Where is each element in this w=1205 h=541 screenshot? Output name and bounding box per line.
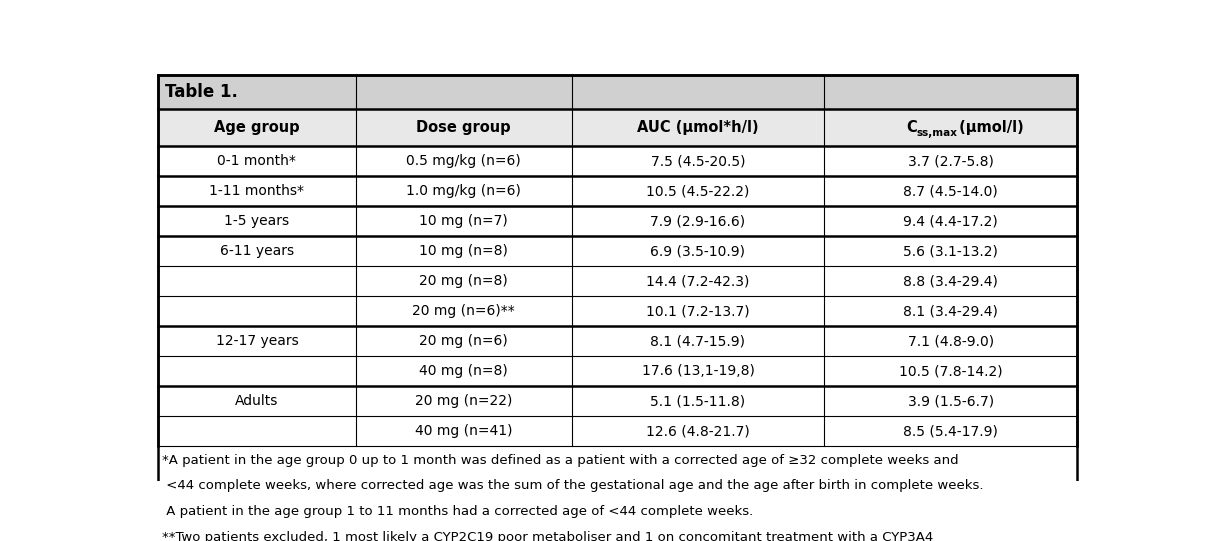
Bar <box>158 176 1077 206</box>
Bar <box>158 206 1077 236</box>
Text: AUC (μmol*h/l): AUC (μmol*h/l) <box>637 120 759 135</box>
Text: 7.5 (4.5-20.5): 7.5 (4.5-20.5) <box>651 154 745 168</box>
Text: 7.1 (4.8-9.0): 7.1 (4.8-9.0) <box>907 334 994 348</box>
Text: 0.5 mg/kg (n=6): 0.5 mg/kg (n=6) <box>406 154 521 168</box>
Text: 20 mg (n=8): 20 mg (n=8) <box>419 274 509 288</box>
Text: 40 mg (n=8): 40 mg (n=8) <box>419 364 509 378</box>
Text: 1.0 mg/kg (n=6): 1.0 mg/kg (n=6) <box>406 184 521 198</box>
Text: 3.7 (2.7-5.8): 3.7 (2.7-5.8) <box>907 154 994 168</box>
Text: 1-5 years: 1-5 years <box>224 214 289 228</box>
Bar <box>158 266 1077 296</box>
Text: 6.9 (3.5-10.9): 6.9 (3.5-10.9) <box>651 244 746 258</box>
Bar <box>158 386 1077 416</box>
Text: 8.1 (4.7-15.9): 8.1 (4.7-15.9) <box>651 334 746 348</box>
Text: **Two patients excluded, 1 most likely a CYP2C19 poor metaboliser and 1 on conco: **Two patients excluded, 1 most likely a… <box>161 531 933 541</box>
Text: Table 1.: Table 1. <box>165 83 237 101</box>
Text: 5.6 (3.1-13.2): 5.6 (3.1-13.2) <box>904 244 998 258</box>
Bar <box>158 356 1077 386</box>
Text: ss,max: ss,max <box>916 128 957 138</box>
Text: 5.1 (1.5-11.8): 5.1 (1.5-11.8) <box>651 394 746 408</box>
Text: Dose group: Dose group <box>417 120 511 135</box>
Text: 0-1 month*: 0-1 month* <box>217 154 296 168</box>
Bar <box>158 146 1077 176</box>
Text: 3.9 (1.5-6.7): 3.9 (1.5-6.7) <box>907 394 994 408</box>
Text: 20 mg (n=22): 20 mg (n=22) <box>415 394 512 408</box>
Text: Age group: Age group <box>214 120 300 135</box>
Bar <box>158 416 1077 446</box>
Text: 8.5 (5.4-17.9): 8.5 (5.4-17.9) <box>904 424 998 438</box>
Text: 8.8 (3.4-29.4): 8.8 (3.4-29.4) <box>904 274 998 288</box>
Text: 10.1 (7.2-13.7): 10.1 (7.2-13.7) <box>646 304 750 318</box>
Text: 8.7 (4.5-14.0): 8.7 (4.5-14.0) <box>904 184 998 198</box>
Bar <box>158 326 1077 356</box>
Text: A patient in the age group 1 to 11 months had a corrected age of <44 complete we: A patient in the age group 1 to 11 month… <box>161 505 753 518</box>
Text: 20 mg (n=6): 20 mg (n=6) <box>419 334 509 348</box>
Text: 1-11 months*: 1-11 months* <box>210 184 305 198</box>
Text: *A patient in the age group 0 up to 1 month was defined as a patient with a corr: *A patient in the age group 0 up to 1 mo… <box>161 453 958 466</box>
Text: 10.5 (4.5-22.2): 10.5 (4.5-22.2) <box>646 184 750 198</box>
Bar <box>158 109 1077 146</box>
Text: 6-11 years: 6-11 years <box>219 244 294 258</box>
Text: 12.6 (4.8-21.7): 12.6 (4.8-21.7) <box>646 424 750 438</box>
Text: 17.6 (13,1-19,8): 17.6 (13,1-19,8) <box>641 364 754 378</box>
Bar <box>158 296 1077 326</box>
Text: 14.4 (7.2-42.3): 14.4 (7.2-42.3) <box>646 274 750 288</box>
Text: 12-17 years: 12-17 years <box>216 334 299 348</box>
Text: <44 complete weeks, where corrected age was the sum of the gestational age and t: <44 complete weeks, where corrected age … <box>161 479 983 492</box>
Bar <box>158 75 1077 109</box>
Text: 9.4 (4.4-17.2): 9.4 (4.4-17.2) <box>904 214 998 228</box>
Text: 10 mg (n=7): 10 mg (n=7) <box>419 214 509 228</box>
Text: C: C <box>906 120 917 135</box>
Text: 20 mg (n=6)**: 20 mg (n=6)** <box>412 304 515 318</box>
Text: 8.1 (3.4-29.4): 8.1 (3.4-29.4) <box>904 304 998 318</box>
Text: 10 mg (n=8): 10 mg (n=8) <box>419 244 509 258</box>
Text: (μmol/l): (μmol/l) <box>954 120 1024 135</box>
Bar <box>158 236 1077 266</box>
Text: Adults: Adults <box>235 394 278 408</box>
Text: 7.9 (2.9-16.6): 7.9 (2.9-16.6) <box>651 214 746 228</box>
Text: 10.5 (7.8-14.2): 10.5 (7.8-14.2) <box>899 364 1003 378</box>
Text: 40 mg (n=41): 40 mg (n=41) <box>415 424 512 438</box>
